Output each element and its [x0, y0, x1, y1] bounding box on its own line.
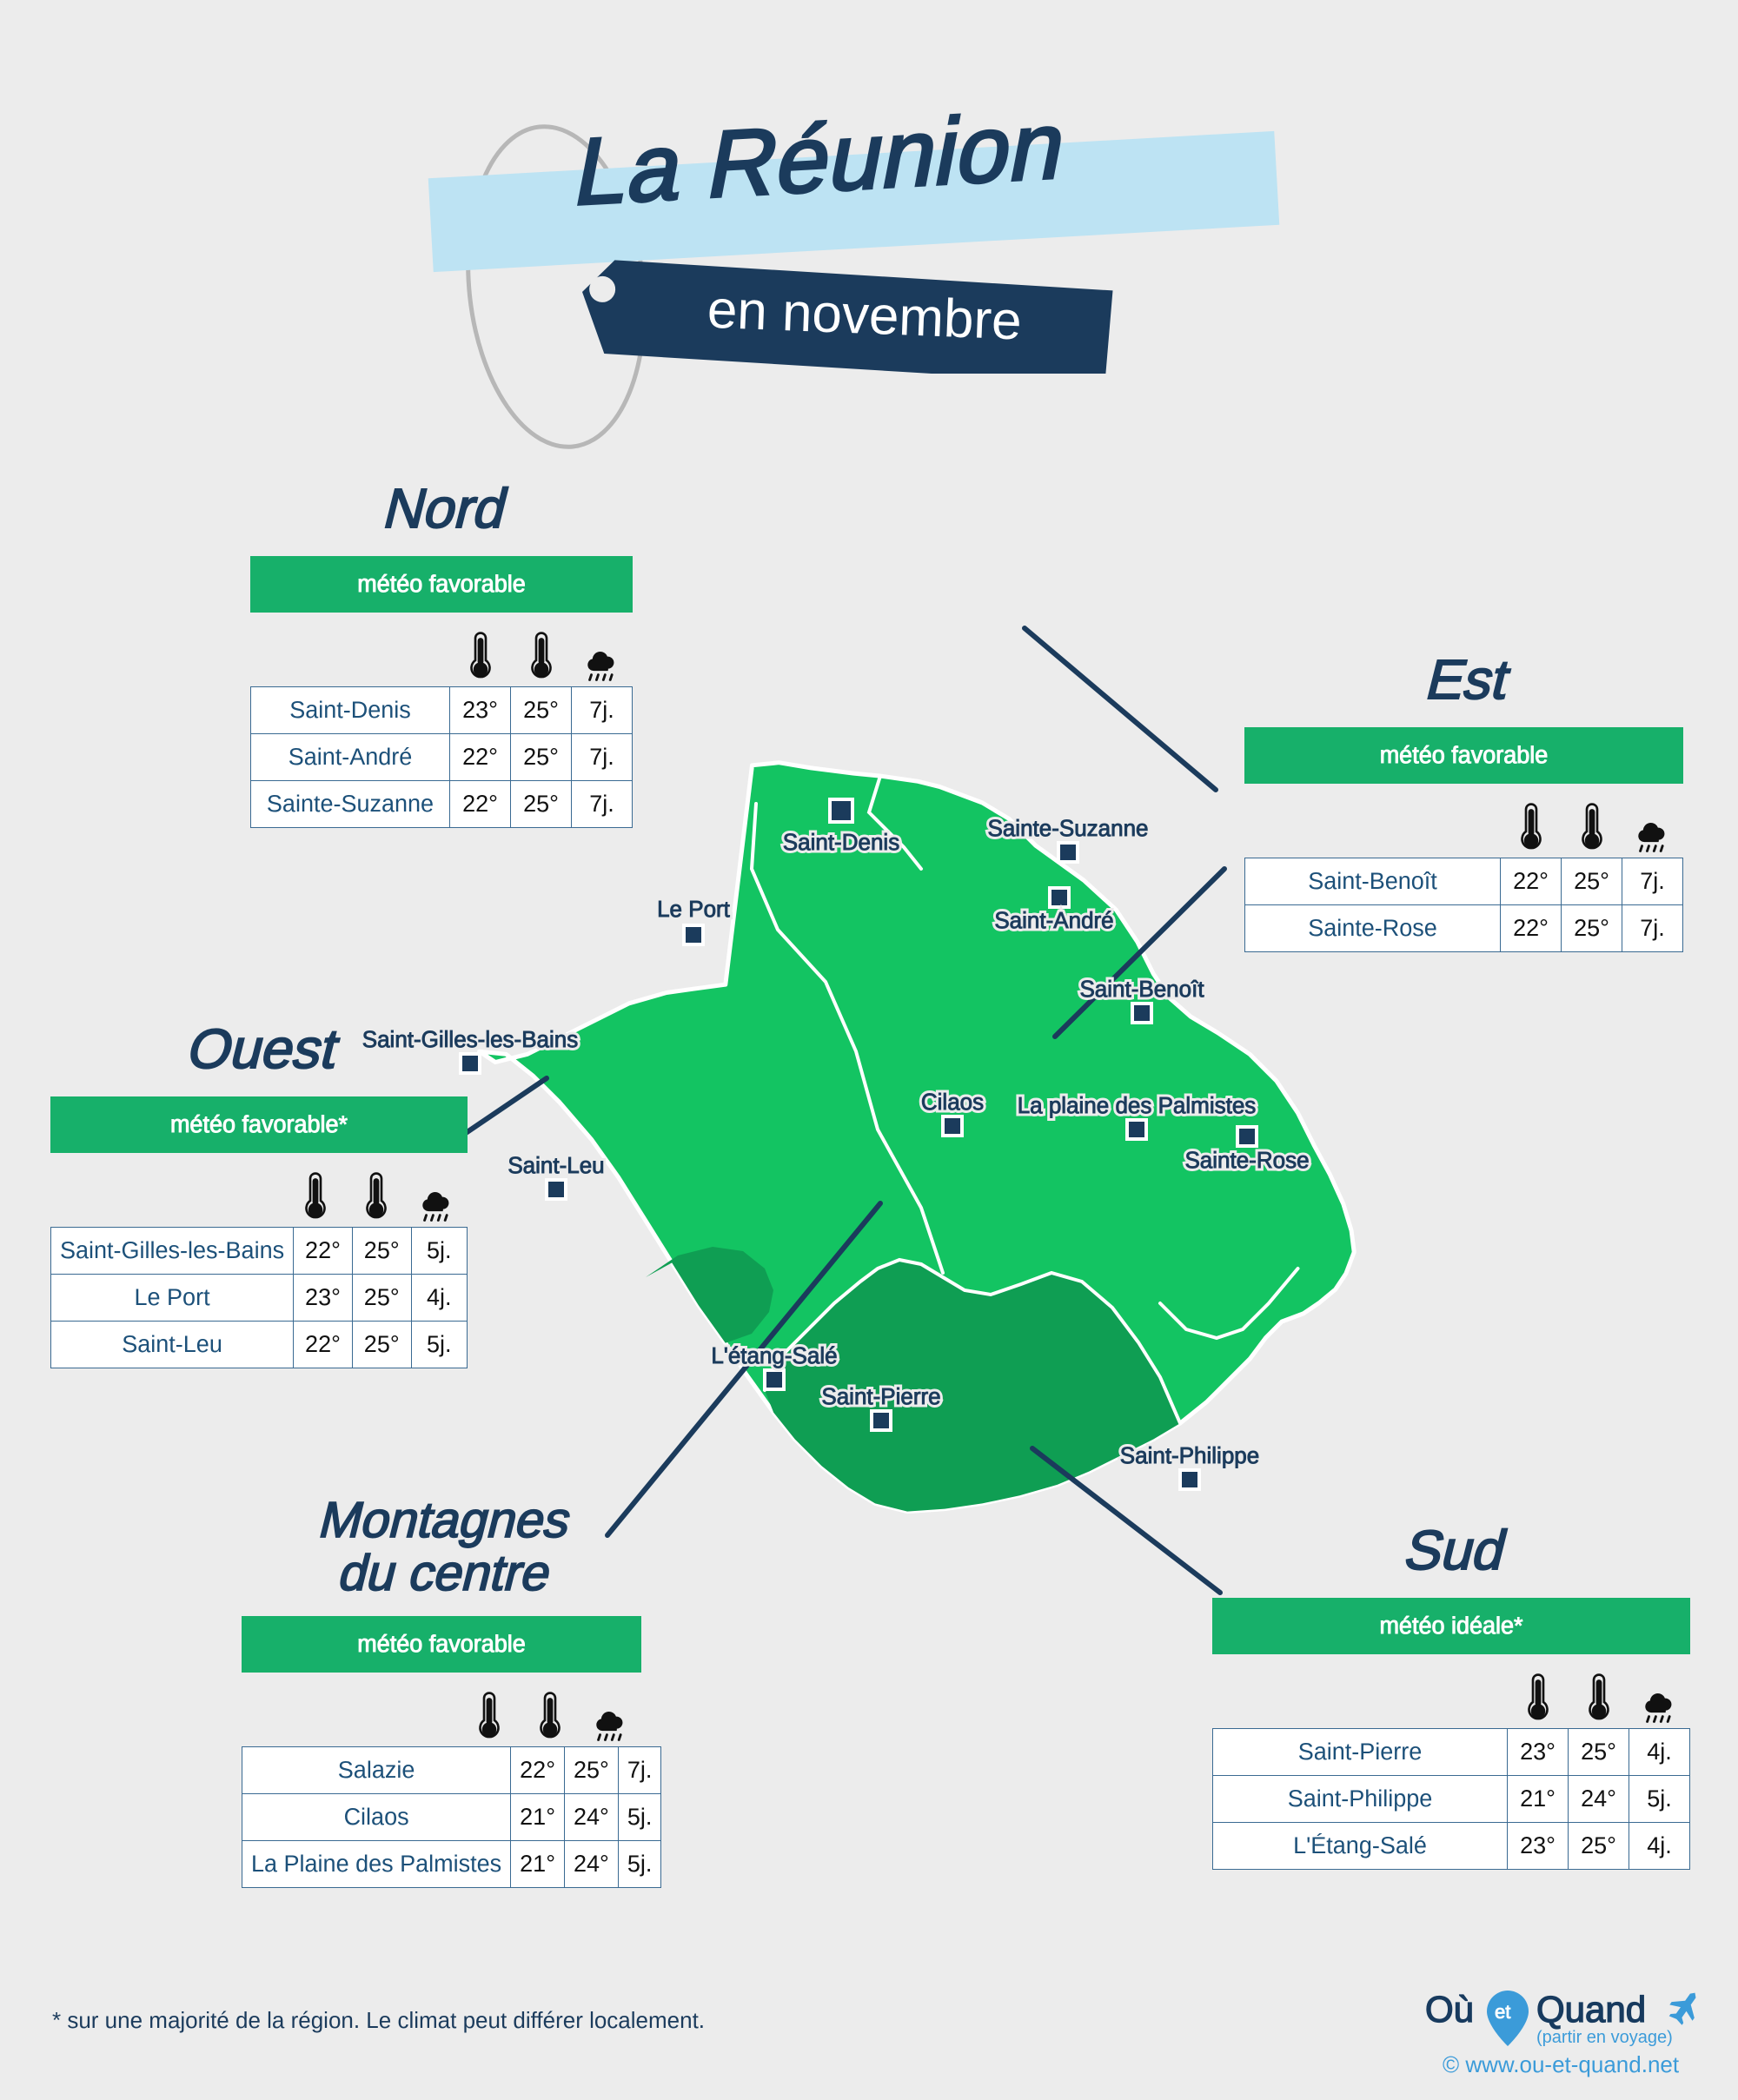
svg-text:Où: Où	[1425, 1989, 1474, 2030]
svg-text:© www.ou-et-quand.net: © www.ou-et-quand.net	[1443, 2051, 1680, 2077]
svg-text:Quand: Quand	[1536, 1989, 1646, 2030]
svg-text:Saint-André: Saint-André	[994, 907, 1113, 933]
svg-text:Sainte-Rose: Sainte-Rose	[1184, 1147, 1309, 1173]
svg-text:(partir en voyage): (partir en voyage)	[1536, 2028, 1673, 2047]
svg-text:Saint-Denis: Saint-Denis	[783, 829, 899, 855]
svg-text:Saint-Benoît: Saint-Benoît	[1079, 976, 1204, 1002]
svg-text:Saint-Pierre: Saint-Pierre	[821, 1383, 940, 1409]
svg-text:Le Port: Le Port	[657, 896, 731, 922]
svg-text:et: et	[1495, 2001, 1511, 2023]
svg-text:L'étang-Salé: L'étang-Salé	[711, 1342, 837, 1368]
svg-text:La plaine des Palmistes: La plaine des Palmistes	[1018, 1092, 1257, 1118]
svg-text:Saint-Leu: Saint-Leu	[507, 1152, 604, 1178]
svg-text:Saint-Philippe: Saint-Philippe	[1120, 1442, 1259, 1468]
svg-text:Sainte-Suzanne: Sainte-Suzanne	[987, 815, 1148, 841]
svg-text:Cilaos: Cilaos	[921, 1089, 984, 1115]
